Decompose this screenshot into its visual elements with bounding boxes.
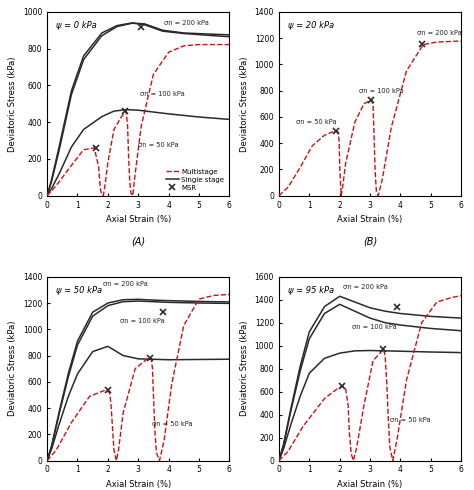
Text: ψ = 0 kPa: ψ = 0 kPa	[56, 21, 97, 30]
Text: σn = 200 kPa: σn = 200 kPa	[343, 284, 388, 290]
Text: σn = 50 kPa: σn = 50 kPa	[138, 142, 179, 148]
X-axis label: Axial Strain (%): Axial Strain (%)	[106, 215, 171, 224]
Text: ψ = 50 kPa: ψ = 50 kPa	[56, 286, 102, 295]
Text: ψ = 95 kPa: ψ = 95 kPa	[288, 286, 334, 295]
Text: (A): (A)	[131, 236, 146, 246]
X-axis label: Axial Strain (%): Axial Strain (%)	[337, 480, 402, 489]
Text: σn = 200 kPa: σn = 200 kPa	[103, 281, 148, 287]
Y-axis label: Deviatoric Stress (kPa): Deviatoric Stress (kPa)	[9, 321, 18, 416]
Text: σn = 200 kPa: σn = 200 kPa	[164, 20, 209, 26]
Text: σn = 100 kPa: σn = 100 kPa	[359, 88, 404, 94]
Y-axis label: Deviatoric Stress (kPa): Deviatoric Stress (kPa)	[9, 56, 18, 151]
Y-axis label: Deviatoric Stress (kPa): Deviatoric Stress (kPa)	[240, 321, 249, 416]
Text: σn = 50 kPa: σn = 50 kPa	[152, 421, 192, 427]
X-axis label: Axial Strain (%): Axial Strain (%)	[106, 480, 171, 489]
Legend: Multistage, Single stage, MSR: Multistage, Single stage, MSR	[165, 167, 226, 192]
Text: ψ = 20 kPa: ψ = 20 kPa	[288, 21, 334, 30]
Text: (B): (B)	[363, 236, 377, 246]
X-axis label: Axial Strain (%): Axial Strain (%)	[337, 215, 402, 224]
Text: σn = 100 kPa: σn = 100 kPa	[140, 91, 184, 97]
Text: σn = 100 kPa: σn = 100 kPa	[120, 318, 165, 324]
Text: σn = 50 kPa: σn = 50 kPa	[296, 119, 336, 125]
Text: σn = 100 kPa: σn = 100 kPa	[352, 324, 397, 330]
Text: σn = 50 kPa: σn = 50 kPa	[390, 417, 430, 423]
Text: σn = 200 kPa: σn = 200 kPa	[417, 30, 462, 36]
Y-axis label: Deviatoric Stress (kPa): Deviatoric Stress (kPa)	[240, 56, 249, 151]
